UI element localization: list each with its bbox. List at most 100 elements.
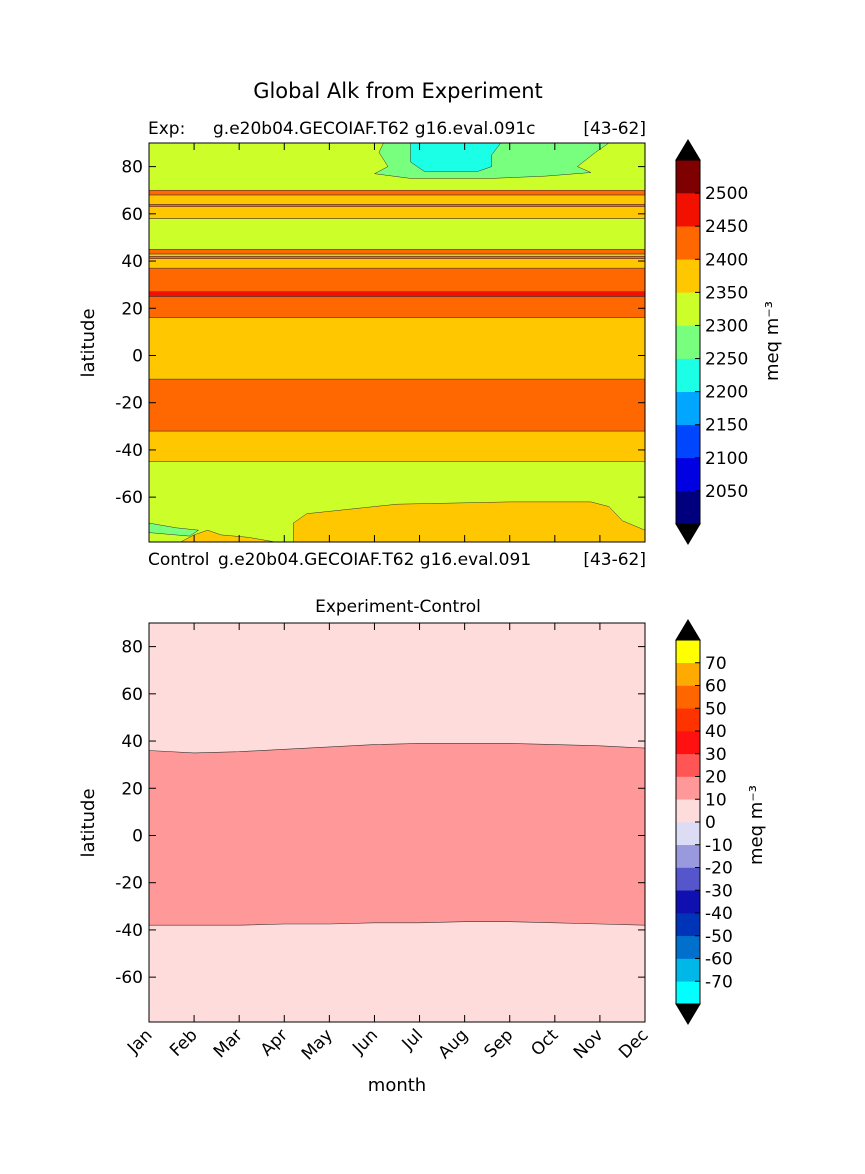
colorbar2-swatch	[676, 981, 700, 1005]
month-tick-label: Apr	[257, 1025, 292, 1060]
colorbar2-tick-label: 20	[705, 768, 727, 788]
contour-band	[149, 430, 645, 462]
panel2-ytick-label: 40	[121, 732, 143, 752]
contour-band	[149, 204, 645, 207]
contour-patch	[180, 529, 276, 542]
colorbar2-swatch	[676, 913, 700, 937]
colorbar2-label: meq m⁻³	[746, 785, 767, 865]
panel2-ytick-label: -20	[115, 874, 143, 894]
colorbar1-tick-label: 2250	[705, 350, 748, 370]
colorbar2-swatch	[676, 685, 700, 709]
panel1-frame	[148, 142, 646, 543]
colorbar1-swatch	[676, 292, 700, 326]
colorbar2-tick-label: -50	[705, 927, 733, 947]
panel2-ytick-label: 80	[121, 638, 143, 658]
colorbar2-tick-label: 60	[705, 677, 727, 697]
panel1-ytick-label: 0	[132, 346, 143, 366]
colorbar1-swatch	[676, 490, 700, 525]
panel2-ytick-label: -40	[115, 921, 143, 941]
colorbar2-extend-max	[675, 619, 701, 641]
top-label-mid: g.e20b04.GECOIAF.T62 g16.eval.091c	[213, 119, 535, 139]
panel2-ytick-label: 0	[132, 826, 143, 846]
month-tick-label: Jun	[348, 1025, 382, 1059]
panel2: 80 60 40 20 0 -20 -40 -60 Jan Feb Mar Apr May Jun Jul A…	[115, 622, 653, 1064]
colorbar1-tick-label: 2350	[705, 283, 748, 303]
colorbar2-tick-label: 0	[705, 813, 716, 833]
colorbar1-label: meq m⁻³	[762, 301, 783, 381]
contour-band	[149, 267, 645, 292]
colorbar2-swatch	[676, 844, 700, 868]
panel1-ytick-label: -60	[115, 488, 143, 508]
panel1: 80 60 40 20 0 -20 -40 -60	[115, 142, 646, 543]
figure-title: Global Alk from Experiment	[253, 79, 543, 103]
colorbar1-tick-label: 2100	[705, 449, 748, 469]
colorbar2-tick-label: -60	[705, 950, 733, 970]
bottom-label-mid: g.e20b04.GECOIAF.T62 g16.eval.091	[218, 550, 531, 570]
contour-band	[149, 317, 645, 380]
colorbar1-swatch	[676, 358, 700, 392]
panel1-ytick-label: -40	[115, 441, 143, 461]
colorbar2-swatch	[676, 958, 700, 982]
contour-line	[149, 921, 646, 926]
colorbar2-tick-label: -20	[705, 859, 733, 879]
contour-band	[149, 218, 645, 250]
difference-region	[149, 743, 645, 926]
contour-patch	[410, 143, 502, 172]
panel1-ylabel: latitude	[78, 308, 99, 377]
colorbar1-swatch	[676, 325, 700, 359]
panel2-title: Experiment-Control	[315, 597, 481, 617]
month-tick-label: Mar	[210, 1025, 247, 1062]
colorbar2-tick-label: 30	[705, 745, 727, 765]
panel2-ytick-label: -60	[115, 968, 143, 988]
top-label-right: [43-62]	[583, 119, 646, 139]
bottom-label-right: [43-62]	[583, 550, 646, 570]
contour-band	[149, 206, 645, 219]
month-tick-label: Nov	[570, 1025, 608, 1063]
colorbar1-frame	[675, 159, 701, 525]
contour-band	[149, 296, 645, 318]
month-tick-label: Feb	[166, 1025, 201, 1060]
colorbar2-swatch	[676, 753, 700, 777]
colorbar1-swatch	[676, 424, 700, 459]
panel2-ytick-label: 60	[121, 685, 143, 705]
colorbar2-tick-label: -70	[705, 972, 733, 992]
colorbar2-swatch	[676, 662, 700, 686]
panel1-ytick-label: -20	[115, 394, 143, 414]
colorbar1-swatch	[676, 391, 700, 426]
contour-band	[149, 248, 645, 255]
colorbar1-swatch	[676, 160, 700, 194]
panel1-contours	[149, 143, 645, 542]
colorbar1-tick-label: 2400	[705, 250, 748, 270]
contour-band	[149, 253, 645, 257]
colorbar2-extend-min	[675, 1003, 701, 1025]
contour-band	[149, 194, 645, 205]
top-label-left: Exp:	[148, 119, 185, 139]
colorbar1-extend-max	[675, 139, 701, 161]
colorbar2-swatch	[676, 731, 700, 755]
month-tick-label: Jan	[123, 1025, 156, 1058]
month-tick-label: Sep	[480, 1025, 517, 1062]
month-tick-label: Jul	[398, 1025, 427, 1054]
month-tick-label: May	[298, 1025, 337, 1064]
contour-patch	[293, 501, 645, 542]
colorbar1-swatch	[676, 259, 700, 293]
colorbar2-swatch	[676, 708, 700, 732]
colorbar2-tick-label: -10	[705, 836, 733, 856]
panel1-ytick-label: 60	[121, 205, 143, 225]
colorbar1-tick-label: 2050	[705, 482, 748, 502]
contour-line	[148, 743, 646, 754]
colorbar1-tick-label: 2450	[705, 217, 748, 237]
contour-band	[149, 256, 645, 259]
colorbar2-swatch	[676, 822, 700, 846]
colorbar1-swatch	[676, 457, 700, 492]
colorbar1-swatch	[676, 193, 700, 227]
colorbar2-tick-label: 40	[705, 722, 727, 742]
colorbar2-swatch	[676, 935, 700, 959]
colorbar1-extend-min	[675, 523, 701, 545]
contour-band	[149, 378, 645, 432]
month-tick-label: Dec	[615, 1025, 652, 1062]
colorbar2-tick-label: -30	[705, 881, 733, 901]
colorbar1-tick-label: 2300	[705, 316, 748, 336]
colorbar1: 2050 2100 2150 2200 2250 2300 2350 2400 2450 2500	[675, 139, 748, 545]
